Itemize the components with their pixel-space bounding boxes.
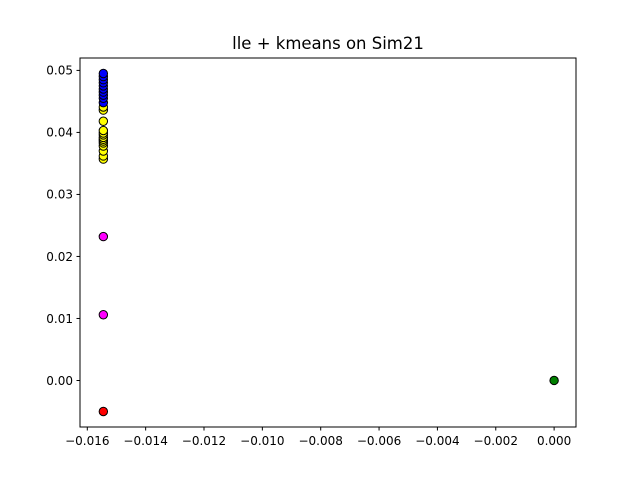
y-tick-label: 0.05	[46, 64, 73, 78]
data-point	[98, 231, 109, 242]
x-tick-label: −0.008	[298, 434, 342, 448]
x-tick-label: −0.010	[240, 434, 284, 448]
data-point	[98, 310, 109, 320]
data-point	[98, 406, 109, 417]
y-tick-label: 0.04	[46, 126, 73, 140]
x-tick-label: 0.000	[537, 434, 571, 448]
y-tick-label: 0.00	[46, 374, 73, 388]
data-point	[98, 125, 109, 136]
x-axis: −0.016 −0.014 −0.012 −0.010 −0.008 −0.006 −0.0…	[65, 427, 571, 448]
x-tick-label: −0.014	[123, 434, 167, 448]
y-tick-label: 0.03	[46, 188, 73, 202]
data-point	[98, 116, 109, 126]
x-tick-label: −0.012	[182, 434, 226, 448]
plot-frame	[79, 57, 577, 428]
data-point	[549, 375, 559, 386]
y-tick-label: 0.02	[46, 250, 73, 264]
data-points	[98, 68, 559, 417]
chart-title: lle + kmeans on Sim21	[232, 34, 424, 53]
x-tick-label: −0.004	[415, 434, 459, 448]
x-tick-label: −0.002	[474, 434, 518, 448]
y-tick-label: 0.01	[46, 312, 73, 326]
y-axis: 0.00 0.01 0.02 0.03 0.04 0.05	[46, 64, 80, 388]
x-tick-label: −0.006	[357, 434, 401, 448]
data-point	[98, 68, 109, 79]
x-tick-label: −0.016	[65, 434, 109, 448]
